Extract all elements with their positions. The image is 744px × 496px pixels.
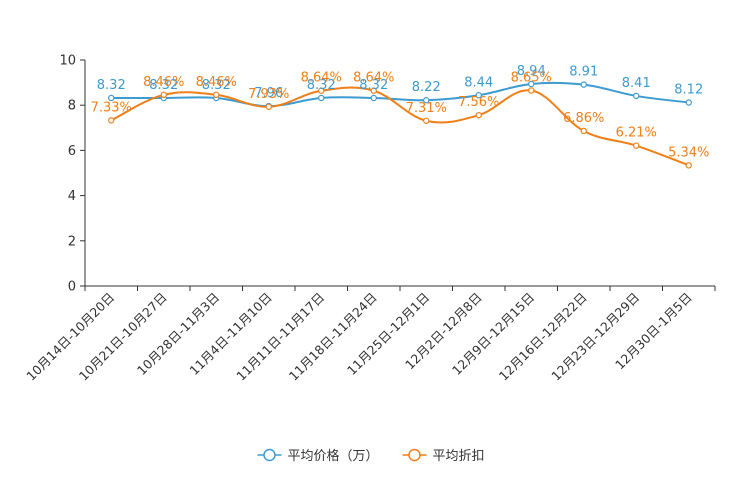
data-point <box>580 81 587 88</box>
legend-marker-icon <box>263 448 276 462</box>
data-label: 8.32 <box>202 78 231 93</box>
x-tick-label: 12月23日-12月29日 <box>548 290 642 384</box>
data-point <box>528 80 535 88</box>
data-point <box>213 91 220 99</box>
legend-marker-icon <box>408 448 421 462</box>
data-label: 7.93% <box>248 87 289 102</box>
data-point <box>633 142 640 149</box>
series-line <box>111 81 689 108</box>
data-point <box>685 99 692 106</box>
x-tick-label: 10月14日-10月20日 <box>23 290 117 384</box>
data-label: 8.94 <box>517 64 546 79</box>
data-label: 8.22 <box>412 80 441 95</box>
data-label: 8.91 <box>569 65 598 80</box>
series-2 <box>108 86 692 169</box>
data-point <box>108 117 115 124</box>
data-point <box>108 94 115 102</box>
data-point <box>318 94 325 102</box>
y-tick-label: 0 <box>68 280 76 295</box>
legend-item-1[interactable]: 平均价格（万） <box>257 448 379 464</box>
data-label: 7.31% <box>406 101 447 116</box>
data-point <box>475 111 482 119</box>
data-point <box>160 91 167 99</box>
x-tick-label: 12月16日-12月22日 <box>496 290 590 384</box>
y-tick-label: 10 <box>59 54 76 69</box>
x-tick-label: 10月21日-10月27日 <box>76 290 170 384</box>
data-label: 6.86% <box>563 111 604 126</box>
data-labels: 8.32 8.32 8.32 7.96 8.32 8.32 8.22 8.44 8.94 8.91… <box>91 64 710 160</box>
legend[interactable]: 平均价格（万） 平均折扣 <box>257 448 485 464</box>
data-label: 8.46% <box>196 75 237 90</box>
data-point <box>423 117 430 124</box>
data-label: 8.41 <box>622 76 651 91</box>
series-1 <box>108 80 692 110</box>
data-point <box>423 97 430 104</box>
x-tick-label: 11月18日-11月24日 <box>286 290 380 384</box>
data-label: 8.64% <box>301 71 342 86</box>
data-label: 8.32 <box>307 78 336 93</box>
legend-label: 平均折扣 <box>433 449 485 464</box>
data-label: 5.34% <box>668 145 709 160</box>
data-point <box>633 92 640 100</box>
data-label: 6.21% <box>616 126 657 141</box>
series-lines <box>108 80 692 169</box>
x-tick-label: 11月11日-11月17日 <box>233 290 327 384</box>
data-label: 8.65% <box>511 71 552 86</box>
data-label: 8.32 <box>97 78 126 93</box>
data-point <box>475 92 482 99</box>
data-label: 7.56% <box>458 95 499 110</box>
legend-label: 平均价格（万） <box>288 448 379 464</box>
y-tick-label: 8 <box>68 99 76 114</box>
data-point <box>685 162 692 169</box>
data-label: 8.32 <box>149 78 178 93</box>
data-label: 8.46% <box>143 75 184 90</box>
data-label: 8.64% <box>353 71 394 86</box>
y-tick-label: 2 <box>68 234 76 249</box>
data-label: 7.96 <box>254 86 283 101</box>
data-point <box>580 127 587 135</box>
y-tick-label: 6 <box>68 144 76 159</box>
data-label: 8.12 <box>674 82 703 97</box>
data-point <box>370 87 377 94</box>
data-label: 8.44 <box>464 75 493 90</box>
data-point <box>265 103 272 110</box>
legend-item-2[interactable]: 平均折扣 <box>402 448 485 464</box>
data-label: 8.32 <box>359 78 388 93</box>
data-point <box>528 87 535 94</box>
data-label: 7.33% <box>91 100 132 115</box>
y-tick-label: 4 <box>68 189 76 204</box>
data-point <box>318 87 325 94</box>
data-point <box>370 94 377 102</box>
